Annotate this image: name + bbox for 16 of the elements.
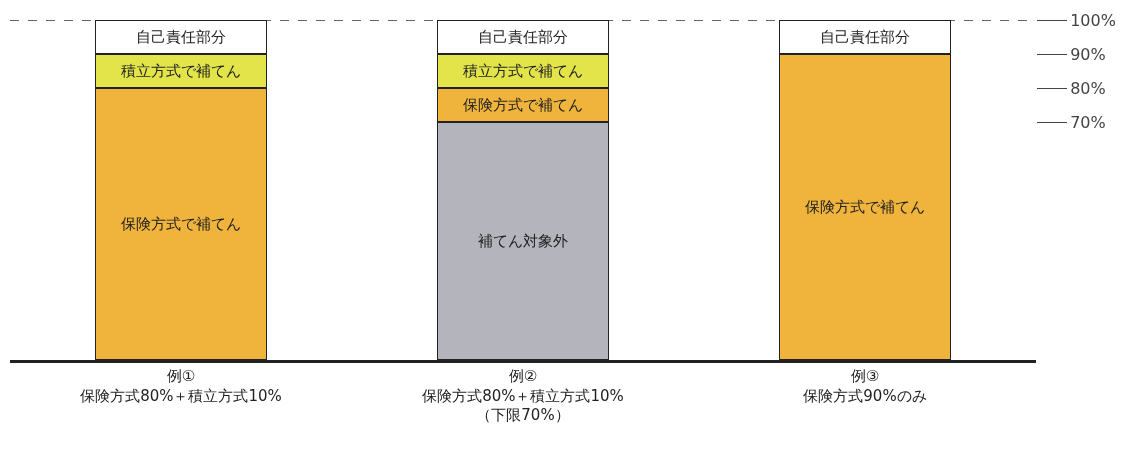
y-tick-label: 70%: [1070, 112, 1106, 132]
text: 保険方式で補てん: [121, 215, 241, 233]
y-tick-label: 90%: [1070, 44, 1106, 64]
text: 保険方式で補てん: [805, 198, 925, 216]
y-tick-label: 80%: [1070, 78, 1106, 98]
series-label: 自己責任部分: [136, 28, 226, 46]
text: 積立方式で補てん: [463, 62, 583, 80]
x-tick-label: 例① 保険方式80%＋積立方式10%: [80, 367, 282, 405]
series-label: 積立方式で補てん: [121, 62, 241, 80]
series-label: 補てん対象外: [478, 232, 568, 250]
text: 自己責任部分: [820, 28, 910, 46]
y-tick-label: 100%: [1070, 10, 1116, 30]
series-label: 保険方式で補てん: [463, 96, 583, 114]
x-tick-label: 例③ 保険方式90%のみ: [803, 367, 927, 405]
x-tick-label: 例② 保険方式80%＋積立方式10% （下限70%）: [422, 367, 624, 424]
text: 自己責任部分: [478, 28, 568, 46]
